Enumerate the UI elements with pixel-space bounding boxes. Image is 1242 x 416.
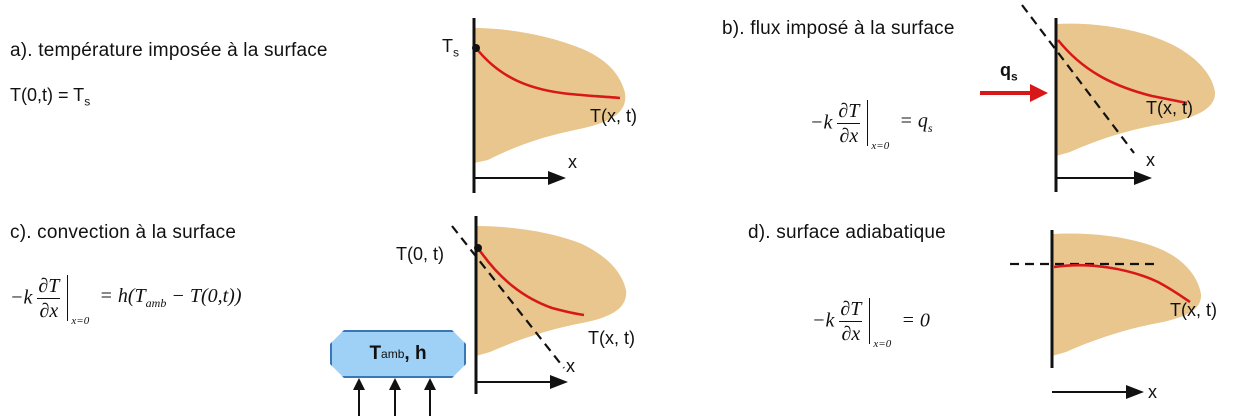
panel-b-tangent-dashed bbox=[1021, 4, 1135, 154]
panel-a-surface-point bbox=[472, 44, 480, 52]
panel-b-figure bbox=[1021, 4, 1216, 192]
panel-b-axis-label: x bbox=[1146, 150, 1155, 170]
panel-c-surface-point bbox=[474, 244, 482, 252]
panel-b-flux-arrow bbox=[980, 84, 1048, 102]
panel-c-heading: c). convection à la surface bbox=[10, 222, 237, 243]
panel-a-axis-label: x bbox=[568, 152, 577, 172]
panel-d-equation: −k ∂T ∂x x=0 = 0 bbox=[812, 297, 930, 350]
panel-d-temperature-curve bbox=[1053, 264, 1191, 304]
panel-a-temperature-curve bbox=[474, 47, 621, 100]
panel-b-flux-label: qs bbox=[1000, 60, 1018, 84]
panel-a-solid-region bbox=[474, 28, 626, 163]
panel-c-temperature-curve bbox=[476, 247, 585, 317]
panel-c-x-arrowhead bbox=[550, 375, 568, 389]
panel-a-heading: a). température imposée à la surface bbox=[10, 40, 328, 61]
panel-b-curve-label: T(x, t) bbox=[1146, 98, 1193, 118]
panel-d-curve-label: T(x, t) bbox=[1170, 300, 1217, 320]
panel-a-surface-label: Ts bbox=[442, 36, 459, 60]
panel-c-convection-arrows bbox=[353, 378, 436, 416]
panel-b-heading: b). flux imposé à la surface bbox=[722, 18, 955, 39]
panel-c-axis-label: x bbox=[566, 356, 575, 376]
panel-c-tangent-dashed bbox=[451, 225, 565, 369]
panel-c-solid-region bbox=[476, 226, 627, 356]
panel-b-temperature-curve bbox=[1056, 39, 1188, 105]
panel-a-condition: T(0,t) = Ts bbox=[10, 85, 91, 109]
panel-a-x-arrowhead bbox=[548, 171, 566, 185]
panel-b-x-arrowhead bbox=[1134, 171, 1152, 185]
panel-a-curve-label: T(x, t) bbox=[590, 106, 637, 126]
panel-c-surface-label: T(0, t) bbox=[396, 244, 444, 264]
panel-c-equation: −k ∂T ∂x x=0 = h(Tamb − T(0,t)) bbox=[10, 274, 242, 327]
panel-c-figure bbox=[451, 216, 627, 394]
panel-d-axis-label: x bbox=[1148, 382, 1157, 402]
panel-d-figure bbox=[1010, 230, 1202, 399]
panel-b-solid-region bbox=[1056, 23, 1216, 156]
panel-d-x-arrowhead bbox=[1126, 385, 1144, 399]
panel-b-equation: −k ∂T ∂x x=0 = qs bbox=[810, 99, 933, 152]
panel-a-figure bbox=[472, 18, 626, 193]
panel-c-curve-label: T(x, t) bbox=[588, 328, 635, 348]
panel-d-heading: d). surface adiabatique bbox=[748, 222, 946, 243]
